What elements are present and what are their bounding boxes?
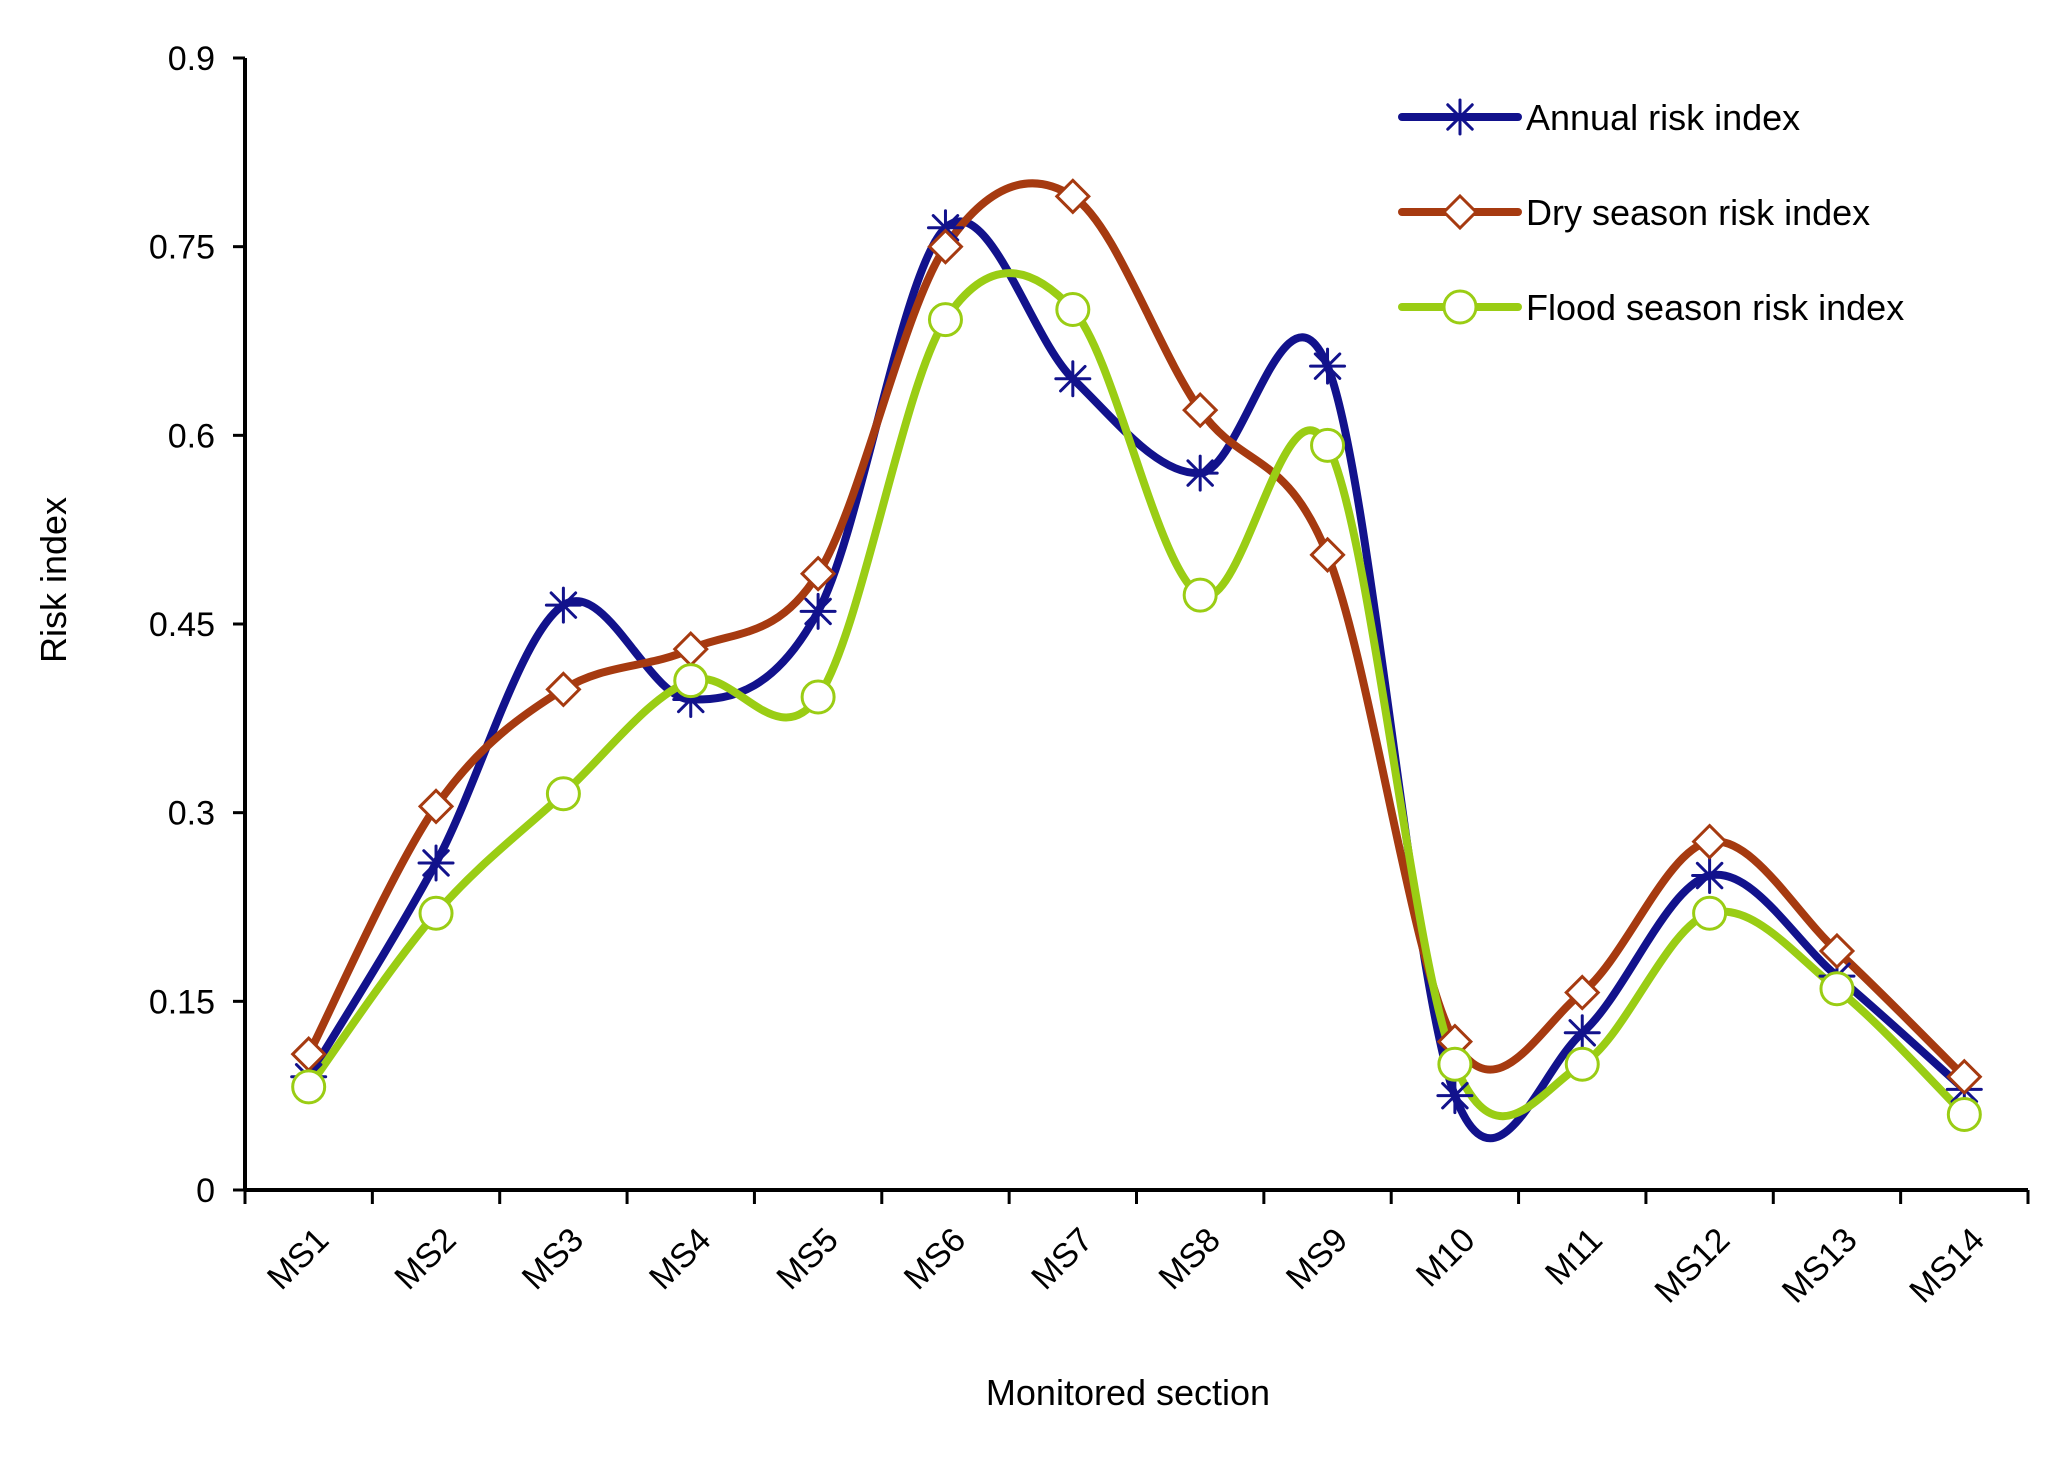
y-tick-label: 0.15: [149, 983, 215, 1021]
flood-season-point: [1692, 895, 1728, 931]
x-tick-label: MS12: [1648, 1221, 1738, 1311]
dry-season-point: [1309, 536, 1346, 573]
x-tick-label: MS6: [897, 1221, 973, 1297]
series-lines: [304, 179, 1969, 1143]
x-tick-label: M10: [1409, 1221, 1483, 1295]
legend-marker: [1441, 98, 1479, 136]
x-tick-label: MS2: [387, 1221, 463, 1297]
legend-item-flood-season: Flood season risk index: [1398, 287, 1904, 328]
x-tick-label: MS13: [1775, 1221, 1865, 1311]
dry-season-point: [545, 671, 582, 708]
x-axis-title: Monitored section: [986, 1372, 1270, 1413]
annual-line: [304, 217, 1969, 1143]
dry-season-point: [1818, 932, 1856, 970]
x-tick-label: MS4: [642, 1221, 718, 1297]
dry-season-point: [672, 631, 709, 668]
flood-season-point: [927, 302, 963, 338]
y-tick-label: 0.45: [149, 606, 215, 644]
x-tick-label: MS5: [769, 1221, 845, 1297]
flood-season-point: [1182, 577, 1218, 613]
flood-season-point: [673, 663, 709, 699]
legend-label: Annual risk index: [1526, 97, 1800, 138]
annual-point: [1181, 454, 1219, 492]
dry-season-point: [1946, 1058, 1983, 1095]
x-tick-label: M11: [1538, 1221, 1610, 1293]
annual-point: [799, 592, 837, 630]
dry-season-point: [1182, 392, 1219, 429]
annual-point: [1563, 1014, 1601, 1052]
y-tick-label: 0: [196, 1172, 215, 1210]
annual-point: [544, 586, 582, 624]
annual-point: [1691, 857, 1729, 895]
x-tick-label: MS7: [1024, 1221, 1100, 1297]
legend-label: Flood season risk index: [1526, 287, 1904, 328]
y-tick-label: 0.9: [168, 40, 215, 78]
annual-point: [417, 844, 455, 882]
legend: Annual risk index Dry season risk index Fl…: [1398, 97, 1904, 328]
flood-season-line: [304, 269, 1969, 1121]
dry-season-point: [799, 555, 837, 592]
annual-point: [1054, 360, 1092, 398]
flood-season-point: [418, 895, 454, 931]
annual-point: [1309, 347, 1347, 385]
flood-season-point: [1819, 971, 1855, 1007]
annual-point: [926, 209, 964, 247]
flood-season-point: [1946, 1097, 1982, 1133]
x-tick-label: MS9: [1279, 1221, 1355, 1297]
dry-season-line: [304, 179, 1969, 1081]
y-axis-title: Risk index: [33, 497, 74, 663]
legend-marker: [1442, 289, 1478, 325]
x-tick-label: MS8: [1152, 1221, 1228, 1297]
legend-item-dry-season: Dry season risk index: [1398, 192, 1870, 233]
flood-season-point: [1564, 1046, 1600, 1082]
flood-season-point: [1310, 427, 1346, 463]
legend-item-annual: Annual risk index: [1398, 97, 1800, 138]
flood-season-point: [1055, 292, 1091, 328]
y-tick-label: 0.6: [168, 417, 215, 455]
y-tick-label: 0.75: [149, 229, 215, 267]
dry-season-point: [1564, 974, 1601, 1011]
legend-marker: [1441, 193, 1479, 231]
flood-season-point: [800, 679, 836, 715]
y-tick-label: 0.3: [168, 795, 215, 833]
x-tick-label: MS14: [1902, 1221, 1992, 1311]
flood-season-point: [545, 776, 581, 812]
dry-season-point: [1054, 178, 1091, 215]
x-tick-label: MS1: [260, 1221, 336, 1297]
dry-season-point: [417, 788, 455, 825]
annual-point: [1436, 1077, 1474, 1115]
flood-season-point: [291, 1069, 327, 1105]
series-markers: [290, 178, 1983, 1133]
legend-label: Dry season risk index: [1526, 192, 1870, 233]
x-tick-label: MS3: [515, 1221, 591, 1297]
dry-season-point: [927, 228, 964, 265]
flood-season-point: [1437, 1046, 1473, 1082]
dry-season-point: [1691, 823, 1728, 860]
